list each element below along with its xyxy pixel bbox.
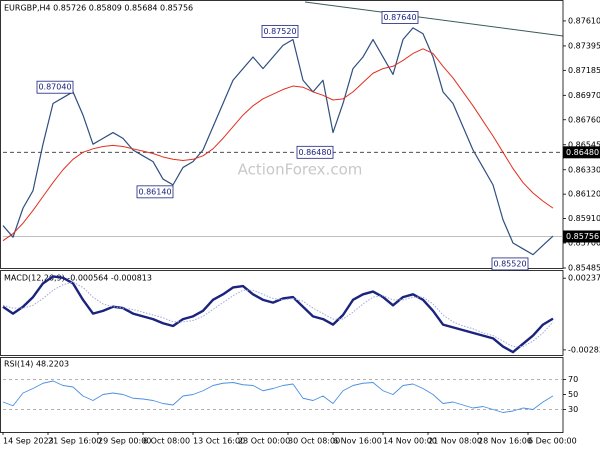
series-line <box>2 48 554 242</box>
series-line <box>2 27 554 256</box>
x-tick-label: 29 Sep 00:00 <box>98 437 151 446</box>
x-tick-label: 21 Nov 08:00 <box>428 437 482 446</box>
y-tick-label: 0.85910 <box>568 214 600 223</box>
price-tag-label: 0.85756 <box>566 232 599 241</box>
y-tick-label: 0.002375 <box>568 274 600 283</box>
price-tag <box>563 146 600 159</box>
annotation-box <box>36 80 74 94</box>
y-tick-label: 0.86970 <box>568 91 600 100</box>
annotation-box <box>261 24 299 38</box>
x-tick-label: 6 Oct 08:00 <box>143 437 190 446</box>
annotation-box <box>136 185 174 199</box>
y-tick-label: 30 <box>568 405 578 414</box>
x-tick-label: 14 Sep 2023 <box>3 437 54 446</box>
y-tick-label: 0.86760 <box>568 115 600 124</box>
y-tick-label: 0.86545 <box>568 140 600 149</box>
y-tick-label: 0.85700 <box>568 239 600 248</box>
annotation-label: 0.85520 <box>493 259 526 268</box>
pane-frame <box>0 357 564 433</box>
series-line <box>2 380 554 413</box>
y-tick-label: -0.002838 <box>568 345 600 354</box>
y-tick-label: 0.85485 <box>568 264 600 273</box>
annotation-box <box>296 145 334 159</box>
x-tick-label: 13 Oct 16:00 <box>193 437 245 446</box>
x-tick-label: 21 Sep 16:00 <box>48 437 101 446</box>
x-tick-label: 6 Dec 00:00 <box>528 437 577 446</box>
y-tick-label: 50 <box>568 390 578 399</box>
x-tick-label: 28 Nov 16:00 <box>478 437 532 446</box>
annotation-label: 0.87040 <box>38 83 71 92</box>
trend-line <box>304 1 564 37</box>
series-line <box>2 275 554 354</box>
y-tick-label: 0.87395 <box>568 41 600 50</box>
x-tick-label: 23 Oct 00:00 <box>238 437 290 446</box>
watermark: ActionForex.com <box>238 161 363 179</box>
pane-frame <box>0 270 564 356</box>
pane-frame <box>0 0 564 269</box>
y-tick-label: 0.86330 <box>568 165 600 174</box>
annotation-label: 0.87520 <box>263 27 296 36</box>
rsi-title: RSI(14) 48.2203 <box>4 360 69 369</box>
chart-title: EURGBP,H4 0.85726 0.85809 0.85684 0.8575… <box>4 4 193 13</box>
y-tick-label: 0.87185 <box>568 66 600 75</box>
price-tag <box>563 230 600 243</box>
annotation-label: 0.86140 <box>138 187 171 196</box>
y-tick-label: 0.87610 <box>568 16 600 25</box>
x-tick-label: 30 Oct 08:00 <box>288 437 340 446</box>
series-line <box>2 281 554 348</box>
price-tag-label: 0.86480 <box>566 148 599 157</box>
macd-title: MACD(12,26,9) -0.000564 -0.000813 <box>4 274 152 283</box>
annotation-box <box>381 11 419 24</box>
x-tick-label: 14 Nov 00:00 <box>383 437 437 446</box>
y-tick-label: 70 <box>568 375 578 384</box>
annotation-box <box>491 257 529 271</box>
y-tick-label: 0.86120 <box>568 190 600 199</box>
annotation-label: 0.86480 <box>298 148 331 157</box>
x-tick-label: 6 Nov 16:00 <box>333 437 382 446</box>
annotation-label: 0.87640 <box>383 13 416 22</box>
